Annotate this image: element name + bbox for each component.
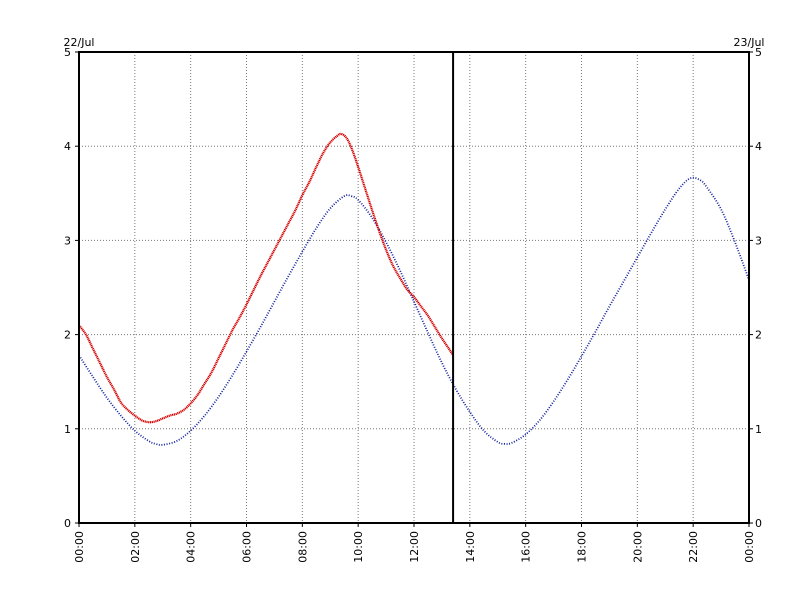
y-tick-label-left: 3 (64, 234, 71, 247)
plot-frame (78, 51, 750, 524)
x-tick-label: 16:00 (520, 531, 533, 563)
x-tick-label: 20:00 (631, 531, 644, 563)
y-tick-label-left: 2 (64, 329, 71, 342)
x-tick-label: 10:00 (352, 531, 365, 563)
x-tick-label: 00:00 (73, 531, 86, 563)
x-tick-label: 04:00 (185, 531, 198, 563)
y-tick-label-right: 4 (755, 140, 762, 153)
axis-labels: 00:00 02:00 04:00 06:00 08:00 10:00 12:00 14:00… (64, 46, 762, 563)
y-tick-label-left: 4 (64, 140, 71, 153)
y-tick-label-right: 2 (755, 329, 762, 342)
grid (79, 52, 749, 523)
x-tick-label: 12:00 (408, 531, 421, 563)
y-tick-label-left: 5 (64, 46, 71, 59)
predicted-series-line (78, 176, 750, 446)
x-tick-label: 02:00 (129, 531, 142, 563)
series-layer (78, 132, 750, 446)
y-tick-label-left: 0 (64, 517, 71, 530)
y-tick-label-right: 5 (755, 46, 762, 59)
date-end-label: 23/Jul (734, 36, 765, 49)
x-tick-label: 00:00 (743, 531, 756, 563)
y-tick-label-right: 3 (755, 234, 762, 247)
axis-ticks (75, 51, 753, 527)
y-tick-label-right: 0 (755, 517, 762, 530)
date-start-label: 22/Jul (64, 36, 95, 49)
x-tick-label: 14:00 (464, 531, 477, 563)
x-tick-label: 08:00 (296, 531, 309, 563)
y-tick-label-left: 1 (64, 423, 71, 436)
x-tick-label: 22:00 (687, 531, 700, 563)
observed-series-line (78, 132, 455, 424)
x-tick-label: 06:00 (241, 531, 254, 563)
y-tick-label-right: 1 (755, 423, 762, 436)
x-tick-label: 18:00 (576, 531, 589, 563)
